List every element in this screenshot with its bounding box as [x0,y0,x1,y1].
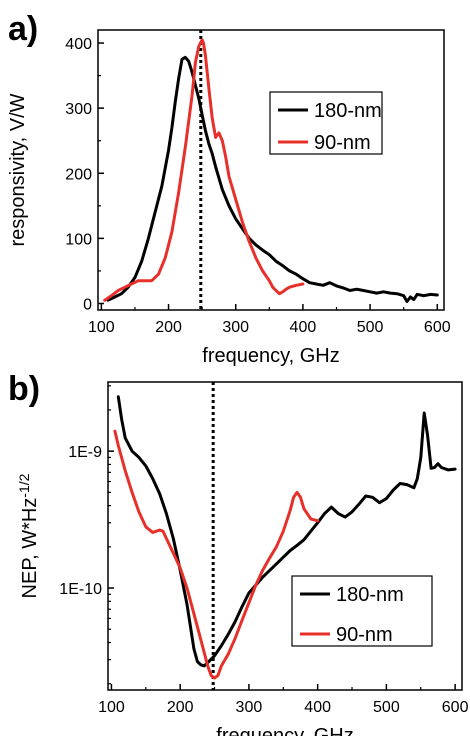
legend-label: 180-nm [314,100,382,122]
y-axis-label: responsivity, V/W [7,93,29,246]
x-tick-label: 400 [304,699,331,716]
y-tick-label: 300 [65,101,92,118]
series-line-180-nm [116,395,457,668]
y-tick-label: 1E-9 [68,444,102,461]
y-axis-label-main: NEP, W*Hz [19,498,41,599]
x-tick-label: 200 [155,319,182,336]
series-line-180-nm [106,55,439,303]
x-tick-label: 200 [167,699,194,716]
x-tick-label: 500 [357,319,384,336]
y-tick-label: 0 [83,296,92,313]
legend: 180-nm 90-nm [269,91,383,155]
series-line-90-nm [113,429,320,680]
y-tick-label: 100 [65,231,92,248]
y-tick-label: 200 [65,166,92,183]
x-tick-label: 600 [442,699,469,716]
x-axis-label: frequency, GHz [202,345,339,367]
y-axis-label: NEP, W*Hz-1/2 [16,473,41,598]
panel-a: a) 100 200 300 400 500 600 0 100 200 300 400 frequen… [7,10,451,367]
plot-frame [97,29,445,311]
legend-label: 180-nm [336,584,404,606]
x-tick-label: 100 [98,699,125,716]
panel-label: a) [8,10,38,48]
y-axis-label-superscript: -1/2 [16,473,32,497]
legend-label: 90-nm [336,624,393,646]
x-tick-label: 300 [236,699,263,716]
y-tick-label: 400 [65,36,92,53]
x-tick-label: 300 [222,319,249,336]
panel-b: b) 100 200 300 400 500 600 1E-10 1E-9 frequency, … [8,370,469,741]
x-tick-label: 500 [373,699,400,716]
panel-label: b) [8,370,40,408]
series-line-90-nm [103,38,305,302]
x-axis-label: frequency, GHz [216,725,353,736]
x-tick-label: 600 [424,319,451,336]
x-tick-label: 100 [88,319,115,336]
legend-label: 90-nm [314,132,371,154]
y-tick-label: 1E-10 [59,581,102,598]
y-axis-label-main: responsivity, V/W [7,93,29,246]
legend-box [269,91,383,155]
x-tick-label: 400 [290,319,317,336]
plot-frame [107,381,463,691]
legend: 180-nm 90-nm [291,575,433,647]
